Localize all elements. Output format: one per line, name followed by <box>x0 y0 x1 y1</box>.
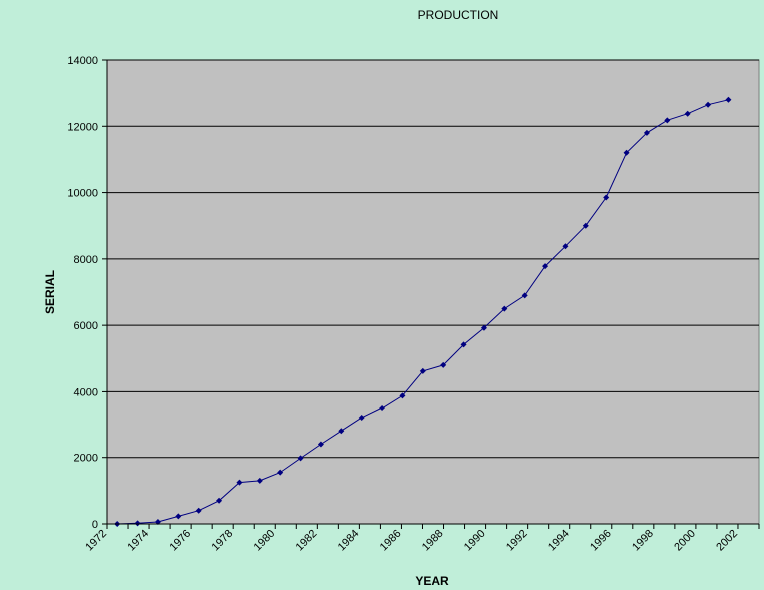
data-point <box>297 455 304 462</box>
data-point <box>317 441 324 448</box>
y-tick-label: 6000 <box>74 320 98 332</box>
data-point <box>236 479 243 486</box>
data-point <box>134 520 141 527</box>
x-tick-label: 1992 <box>504 528 530 554</box>
y-tick-label: 4000 <box>74 386 98 398</box>
data-point <box>358 414 365 421</box>
data-point <box>216 497 223 504</box>
data-point <box>643 129 650 136</box>
x-axis-title: YEAR <box>415 574 449 588</box>
x-axis-ticks: 1972 1974 1976 1978 1980 1982 1984 1986 1988 1990… <box>83 524 760 554</box>
x-tick-label: 1974 <box>125 528 151 554</box>
chart-title: PRODUCTION <box>418 8 499 22</box>
y-tick-label: 8000 <box>74 254 98 266</box>
data-point <box>379 405 386 411</box>
x-tick-label: 1972 <box>83 528 109 554</box>
data-point <box>256 477 263 484</box>
data-point <box>725 96 732 103</box>
data-point <box>562 243 569 250</box>
x-tick-label: 1998 <box>630 528 656 554</box>
x-tick-label: 1984 <box>336 528 362 554</box>
data-point <box>440 361 447 368</box>
data-point <box>277 469 284 476</box>
data-point <box>705 101 712 108</box>
data-point <box>501 305 508 312</box>
data-point <box>175 513 182 520</box>
data-point <box>419 367 426 374</box>
x-tick-label: 1980 <box>252 528 278 554</box>
data-point <box>338 428 345 435</box>
data-point <box>684 110 691 117</box>
x-tick-label: 1976 <box>167 528 193 554</box>
x-tick-label: 2000 <box>672 528 698 554</box>
x-tick-label: 1986 <box>378 528 404 554</box>
y-tick-label: 0 <box>92 519 98 531</box>
data-point <box>399 392 406 399</box>
gridlines <box>107 59 759 459</box>
data-point <box>603 194 610 201</box>
data-point <box>664 117 671 124</box>
x-tick-label: 1982 <box>294 528 320 554</box>
x-tick-label: 1994 <box>546 528 572 554</box>
data-point <box>480 324 487 331</box>
y-tick-label: 12000 <box>67 121 98 133</box>
data-point <box>623 149 630 156</box>
y-tick-label: 14000 <box>67 55 98 67</box>
y-axis-ticks: 0 2000 4000 6000 8000 10000 12000 14000 <box>67 55 107 531</box>
x-tick-label: 1988 <box>420 528 446 554</box>
data-point <box>521 292 528 299</box>
series-points <box>114 96 732 527</box>
data-point <box>582 222 589 229</box>
plot-area <box>106 59 760 525</box>
data-point <box>542 263 549 270</box>
y-tick-label: 10000 <box>67 188 98 200</box>
data-point <box>460 341 467 348</box>
y-tick-label: 2000 <box>74 453 98 465</box>
x-tick-label: 1996 <box>588 528 614 554</box>
data-point <box>195 507 202 514</box>
x-tick-label: 1978 <box>210 528 236 554</box>
x-tick-label: 1990 <box>462 528 488 554</box>
y-axis-title: SERIAL <box>43 270 57 314</box>
x-tick-label: 2002 <box>714 528 740 554</box>
